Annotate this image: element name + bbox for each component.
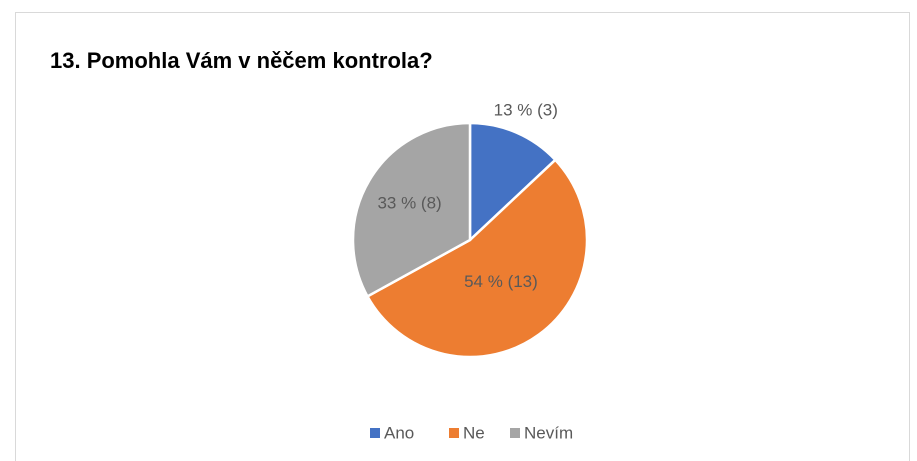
legend-label: Ano bbox=[384, 423, 414, 442]
legend-swatch bbox=[370, 428, 380, 438]
pie-slice bbox=[351, 121, 472, 299]
pie-slice bbox=[365, 158, 589, 359]
data-label: 54 % (13) bbox=[464, 272, 538, 291]
data-label: 13 % (3) bbox=[494, 101, 558, 120]
legend-label: Ne bbox=[463, 423, 485, 442]
data-label: 33 % (8) bbox=[377, 194, 441, 213]
legend-label: Nevím bbox=[524, 423, 573, 442]
pie-slice bbox=[468, 121, 558, 243]
legend-swatch bbox=[449, 428, 459, 438]
legend-swatch bbox=[510, 428, 520, 438]
chart-title: 13. Pomohla Vám v něčem kontrola? bbox=[50, 48, 433, 73]
